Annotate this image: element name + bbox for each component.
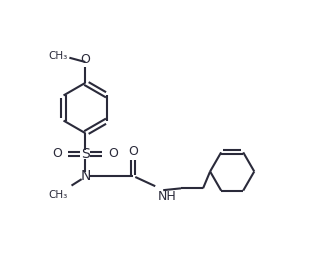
Text: CH₃: CH₃ — [48, 51, 68, 61]
Text: N: N — [80, 169, 91, 183]
Text: O: O — [52, 148, 62, 161]
Text: O: O — [80, 53, 90, 66]
Text: O: O — [129, 145, 138, 158]
Text: NH: NH — [158, 190, 177, 203]
Text: CH₃: CH₃ — [49, 190, 68, 200]
Text: S: S — [81, 147, 90, 161]
Text: O: O — [108, 148, 118, 161]
